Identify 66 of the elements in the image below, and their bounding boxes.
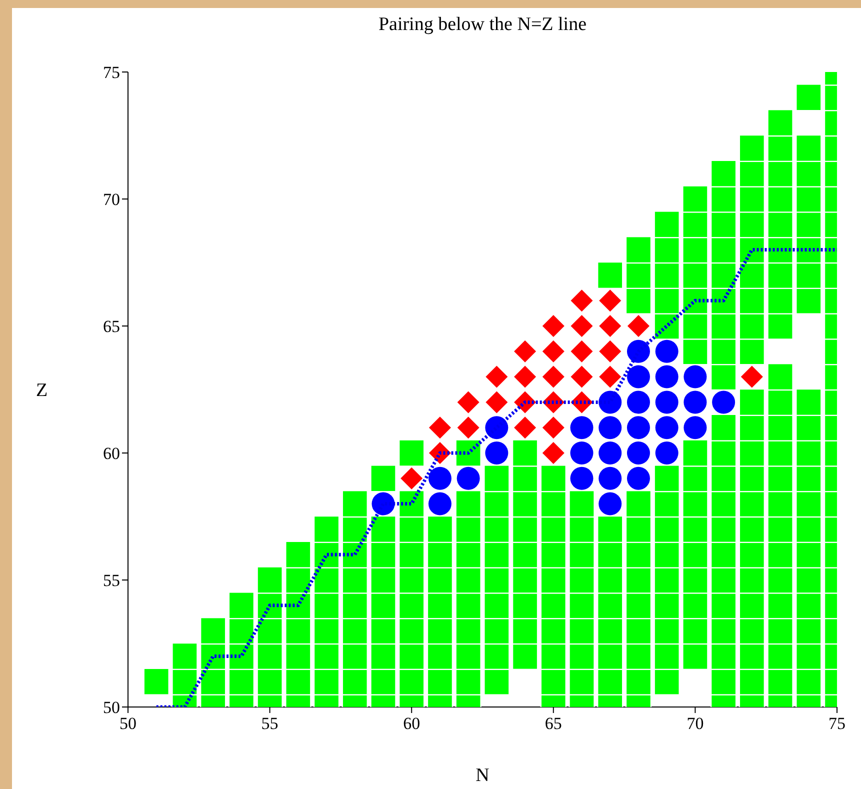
x-tick-label: 60 [403, 714, 420, 734]
point [428, 466, 452, 490]
point [684, 390, 707, 414]
point [570, 416, 594, 440]
point [542, 442, 564, 464]
point [684, 365, 707, 388]
y-axis-title: Z [36, 380, 48, 402]
point [598, 466, 622, 490]
point [599, 366, 622, 388]
x-tick-label: 75 [828, 714, 846, 734]
y-tick-label: 55 [103, 571, 120, 590]
y-tick-label: 75 [103, 63, 120, 82]
point [598, 492, 622, 516]
point [655, 390, 678, 414]
point [655, 365, 678, 388]
point [570, 340, 593, 362]
point [514, 366, 536, 388]
x-tick-label: 70 [686, 714, 704, 734]
point [542, 340, 564, 362]
point [542, 416, 564, 439]
point [372, 492, 395, 516]
y-tick-label: 60 [103, 444, 120, 464]
point [740, 366, 763, 388]
point [626, 442, 650, 464]
x-tick-label: 65 [544, 714, 562, 734]
point [599, 340, 622, 362]
point [570, 315, 593, 337]
point [655, 442, 678, 464]
point [570, 442, 594, 464]
point [457, 416, 480, 439]
point [570, 466, 594, 490]
point [598, 416, 622, 440]
y-tick-label: 70 [103, 190, 120, 210]
point [598, 442, 622, 464]
point [599, 315, 622, 337]
y-tick-label: 50 [103, 698, 120, 718]
point [627, 315, 650, 337]
point [684, 416, 707, 440]
y-tick-label: 65 [103, 317, 120, 336]
point [485, 442, 508, 464]
point [626, 416, 650, 440]
x-tick-label: 50 [120, 714, 136, 734]
point [514, 340, 536, 362]
point [626, 466, 650, 490]
point [655, 340, 678, 363]
point [428, 416, 451, 439]
point [626, 365, 650, 388]
chart-title: Pairing below the N=Z line [377, 14, 588, 36]
point [486, 366, 508, 388]
point [542, 315, 564, 337]
point [655, 416, 678, 440]
point [456, 466, 480, 490]
point [626, 340, 650, 363]
point [599, 290, 622, 312]
point [542, 366, 564, 388]
point [428, 492, 452, 516]
point [570, 290, 593, 312]
point [712, 390, 736, 414]
point [400, 467, 423, 490]
point [570, 366, 593, 388]
point [457, 391, 480, 414]
x-tick-label: 55 [261, 714, 278, 734]
point [626, 390, 650, 414]
point [486, 391, 508, 414]
point [514, 416, 536, 439]
x-axis-title: N [476, 765, 490, 786]
